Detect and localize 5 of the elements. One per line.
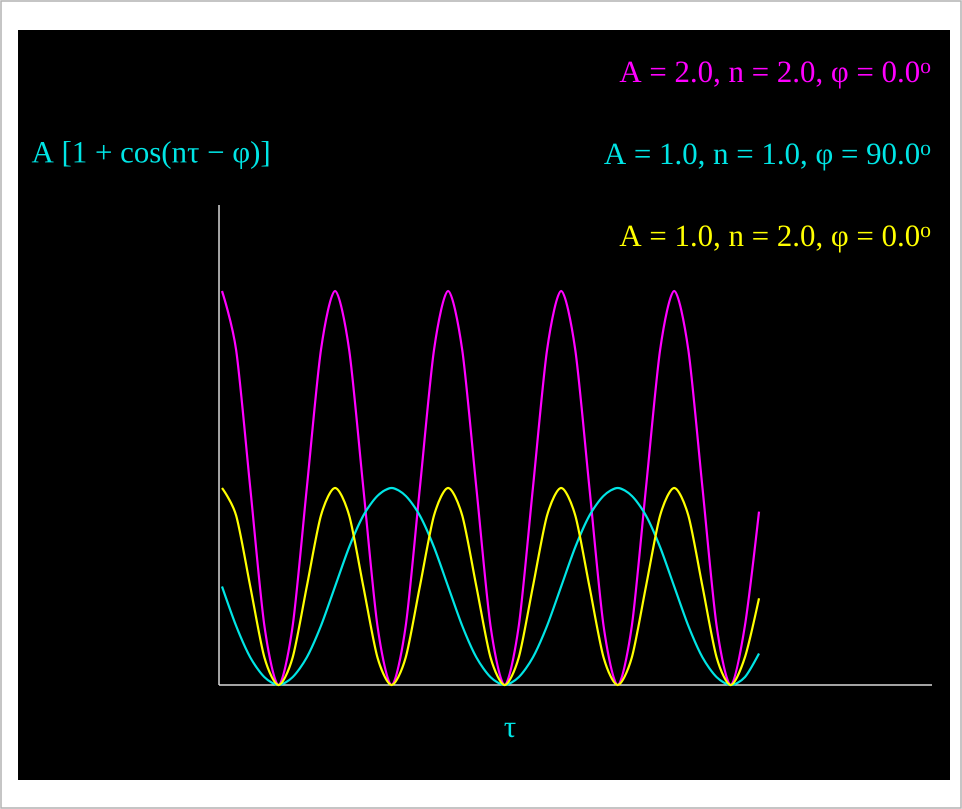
chart-title: A [1 + cos(nτ − φ)] [32,140,268,169]
text: A = 2.0, n = 2.0, φ = 0.0$^{o}$ [620,61,930,89]
x-axis-title: τ [504,722,516,738]
text: A = 1.0, n = 1.0, φ = 90.0$^{o}$ [604,143,930,171]
text: A = 1.0, n = 2.0, φ = 0.0$^{o}$ [620,225,930,253]
